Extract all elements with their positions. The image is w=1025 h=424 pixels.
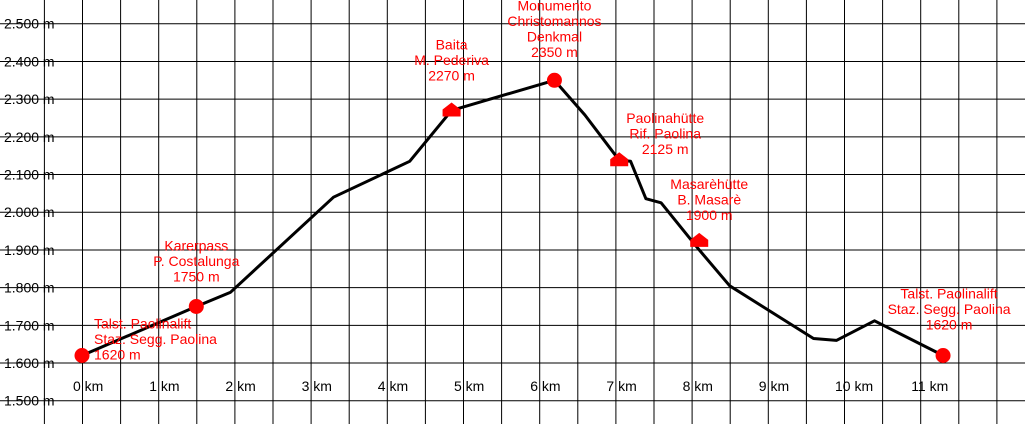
x-tick-label: 7 km bbox=[606, 378, 636, 394]
waypoint-circle-marker bbox=[188, 298, 204, 314]
y-tick-label: 1.600 m bbox=[4, 355, 55, 371]
y-tick-label: 1.800 m bbox=[4, 280, 55, 296]
label-group: 1.500 m 1.600 m 1.700 m 1.800 m 1.900 m 2.000… bbox=[4, 0, 1011, 409]
x-tick-label: 10 km bbox=[835, 378, 873, 394]
waypoint-label-line: 1900 m bbox=[686, 207, 733, 223]
x-tick-label: 11 km bbox=[911, 378, 948, 394]
profile-line-group bbox=[81, 78, 944, 357]
waypoint-label-line: Staz. Segg. Paolina bbox=[888, 301, 1011, 317]
waypoint-label-line: Christomannos bbox=[507, 13, 601, 29]
x-tick-label: 5 km bbox=[454, 378, 484, 394]
waypoint-label-line: Denkmal bbox=[527, 28, 582, 44]
x-tick-label: 4 km bbox=[378, 378, 408, 394]
waypoint-label-line: 1620 m bbox=[94, 347, 141, 363]
waypoint-label-line: Paolinahütte bbox=[626, 110, 704, 126]
waypoint-label-line: 1750 m bbox=[173, 268, 220, 284]
x-tick-label: 3 km bbox=[302, 378, 332, 394]
waypoint-label-line: Talst. Paolinalift bbox=[900, 286, 997, 302]
waypoint-label-line: 2270 m bbox=[428, 67, 475, 83]
waypoint-label: Talst. Paolinalift Staz. Segg. Paolina 162… bbox=[94, 316, 217, 363]
waypoint-label-line: Baita bbox=[436, 36, 468, 52]
elevation-profile-line bbox=[81, 78, 944, 357]
waypoint-circle-marker bbox=[74, 348, 90, 363]
waypoint-label-line: 2125 m bbox=[642, 141, 689, 157]
y-tick-label: 2.400 m bbox=[4, 53, 55, 69]
waypoint-label-line: 2350 m bbox=[531, 44, 578, 60]
y-tick-label: 1.900 m bbox=[4, 242, 55, 258]
waypoint-label: Talst. Paolinalift Staz. Segg. Paolina 162… bbox=[888, 286, 1011, 333]
waypoint-label: Masarèhütte B. Masarè 1900 m bbox=[670, 176, 748, 223]
y-tick-label: 2.300 m bbox=[4, 91, 55, 107]
hut-icon bbox=[442, 102, 461, 117]
waypoint-label-line: Rif. Paolina bbox=[629, 126, 701, 142]
waypoint-label-line: P. Costalunga bbox=[153, 253, 239, 269]
hut-icon bbox=[610, 152, 629, 167]
y-tick-label: 1.700 m bbox=[4, 317, 55, 333]
waypoint-label: Monumento Christomannos Denkmal 2350 m bbox=[507, 0, 601, 60]
waypoint-label-line: Karerpass bbox=[164, 237, 228, 253]
hut-icon bbox=[690, 232, 709, 247]
waypoint-label-line: M. Pederiva bbox=[414, 52, 489, 68]
y-tick-label: 2.200 m bbox=[4, 129, 55, 145]
x-tick-label: 6 km bbox=[530, 378, 560, 394]
x-tick-label: 9 km bbox=[759, 378, 789, 394]
waypoint-label: Paolinahütte Rif. Paolina 2125 m bbox=[626, 110, 704, 157]
y-tick-label: 2.100 m bbox=[4, 167, 55, 183]
marker-group bbox=[74, 72, 951, 363]
y-tick-label: 2.500 m bbox=[4, 16, 55, 32]
waypoint-label: Karerpass P. Costalunga 1750 m bbox=[153, 237, 239, 284]
y-tick-label: 1.500 m bbox=[4, 393, 55, 409]
waypoint-label-line: Masarèhütte bbox=[670, 176, 748, 192]
waypoint-label-line: 1620 m bbox=[926, 317, 973, 333]
waypoint-circle-marker bbox=[546, 72, 562, 88]
waypoint-label-line: Talst. Paolinalift bbox=[94, 316, 191, 332]
waypoint-label-line: Monumento bbox=[517, 0, 591, 13]
waypoint-label-line: Staz. Segg. Paolina bbox=[94, 331, 217, 347]
waypoint-label-line: B. Masarè bbox=[677, 191, 741, 207]
waypoint-circle-marker bbox=[935, 348, 951, 363]
y-tick-label: 2.000 m bbox=[4, 204, 55, 220]
x-tick-label: 2 km bbox=[225, 378, 255, 394]
waypoint-label: Baita M. Pederiva 2270 m bbox=[414, 36, 489, 83]
x-tick-label: 8 km bbox=[683, 378, 713, 394]
x-tick-label: 1 km bbox=[149, 378, 179, 394]
x-tick-label: 0 km bbox=[73, 378, 103, 394]
